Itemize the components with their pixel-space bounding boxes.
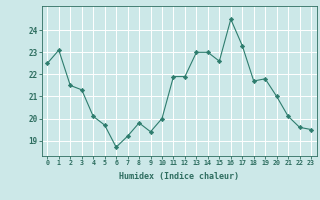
X-axis label: Humidex (Indice chaleur): Humidex (Indice chaleur) (119, 172, 239, 181)
